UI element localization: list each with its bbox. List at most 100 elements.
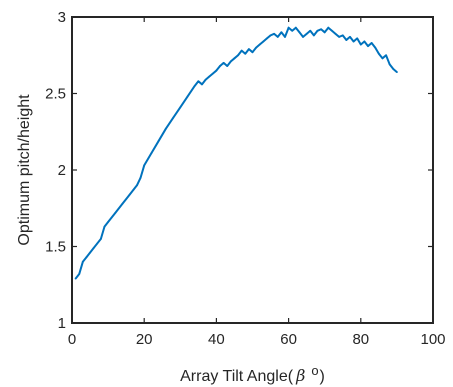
data-point [258, 43, 261, 46]
data-point [323, 31, 326, 34]
data-point [320, 28, 322, 31]
data-point [78, 273, 81, 275]
data-point [107, 221, 109, 223]
x-tick-label: 40 [208, 331, 225, 348]
data-point [377, 52, 380, 55]
data-point [92, 247, 95, 249]
data-point [136, 184, 138, 187]
data-point [172, 117, 174, 119]
y-tick-label: 1.5 [45, 239, 66, 256]
data-point [388, 63, 391, 66]
data-point [81, 260, 84, 263]
x-tick-label: 80 [352, 331, 369, 348]
x-axis-label: Array Tilt Angle(β o) [180, 363, 325, 385]
data-point [164, 127, 167, 130]
data-point [186, 95, 189, 98]
data-point [103, 225, 106, 228]
data-point [291, 29, 294, 32]
data-point [327, 26, 330, 29]
data-point [392, 68, 395, 70]
series-line [74, 26, 398, 280]
x-tick-label: 20 [136, 331, 153, 348]
data-point [255, 46, 258, 49]
data-point [150, 152, 153, 155]
y-tick-label: 2.5 [45, 86, 66, 103]
data-point [211, 72, 214, 75]
data-point [208, 75, 211, 78]
data-point [215, 69, 218, 72]
data-point [356, 37, 359, 40]
data-point [244, 52, 247, 55]
y-tick-labels: 1 1.5 2 2.5 3 [45, 9, 66, 332]
data-point [251, 51, 254, 54]
data-point [367, 45, 369, 47]
data-point [370, 42, 373, 44]
data-point [128, 193, 131, 196]
data-point [179, 106, 182, 109]
x-axis-label-prefix: Array Tilt Angle( [180, 368, 294, 385]
data-point [349, 35, 351, 38]
data-point [262, 40, 265, 43]
data-point [219, 65, 221, 67]
data-point [237, 54, 239, 57]
axis-ticks [71, 16, 434, 324]
data-point [273, 32, 276, 35]
y-tick-label: 2 [58, 162, 66, 179]
data-point [99, 237, 102, 240]
data-point [269, 34, 272, 37]
data-point [280, 31, 283, 34]
data-point [345, 39, 348, 41]
x-tick-label: 0 [68, 331, 76, 348]
y-axis-label: Optimum pitch/height [16, 94, 33, 246]
data-point [89, 251, 91, 254]
data-point [298, 31, 301, 34]
data-point [266, 37, 268, 40]
data-point [204, 78, 207, 81]
x-tick-label: 100 [420, 331, 445, 348]
data-point [96, 242, 99, 245]
data-point [157, 140, 160, 142]
data-point [302, 35, 304, 38]
data-point [197, 80, 200, 83]
data-point [193, 84, 196, 87]
plot-frame [71, 16, 434, 324]
data-point [305, 32, 308, 35]
data-point [352, 40, 355, 43]
data-point [143, 164, 146, 167]
data-point [121, 202, 124, 205]
data-point [74, 277, 77, 280]
y-tick-label: 3 [58, 9, 66, 26]
data-point [309, 29, 312, 32]
data-point [201, 83, 203, 86]
data-point [363, 40, 366, 43]
data-point [374, 46, 377, 49]
data-point [338, 35, 341, 38]
x-tick-label: 60 [280, 331, 297, 348]
data-point [114, 211, 117, 214]
data-point [334, 32, 337, 35]
data-point [85, 256, 88, 259]
x-axis-label-suffix: ) [320, 368, 325, 385]
x-axis-label-superscript: o [311, 363, 318, 378]
series-group [74, 26, 398, 280]
data-point [229, 60, 232, 63]
data-point [341, 34, 344, 37]
data-point [294, 26, 297, 29]
data-point [284, 35, 286, 38]
data-point [222, 62, 225, 64]
x-tick-labels: 0 20 40 60 80 100 [68, 331, 446, 348]
data-point [312, 34, 315, 37]
data-point [331, 29, 333, 32]
data-point [287, 26, 290, 29]
data-point [385, 54, 387, 57]
data-point [139, 176, 142, 179]
data-point [276, 35, 279, 38]
data-point [132, 188, 135, 191]
data-point [247, 48, 250, 51]
data-point [240, 49, 243, 52]
data-point [359, 43, 362, 46]
x-axis-label-symbol: β [295, 366, 305, 385]
data-point [396, 71, 398, 73]
data-point [233, 57, 236, 60]
data-point [226, 65, 229, 67]
